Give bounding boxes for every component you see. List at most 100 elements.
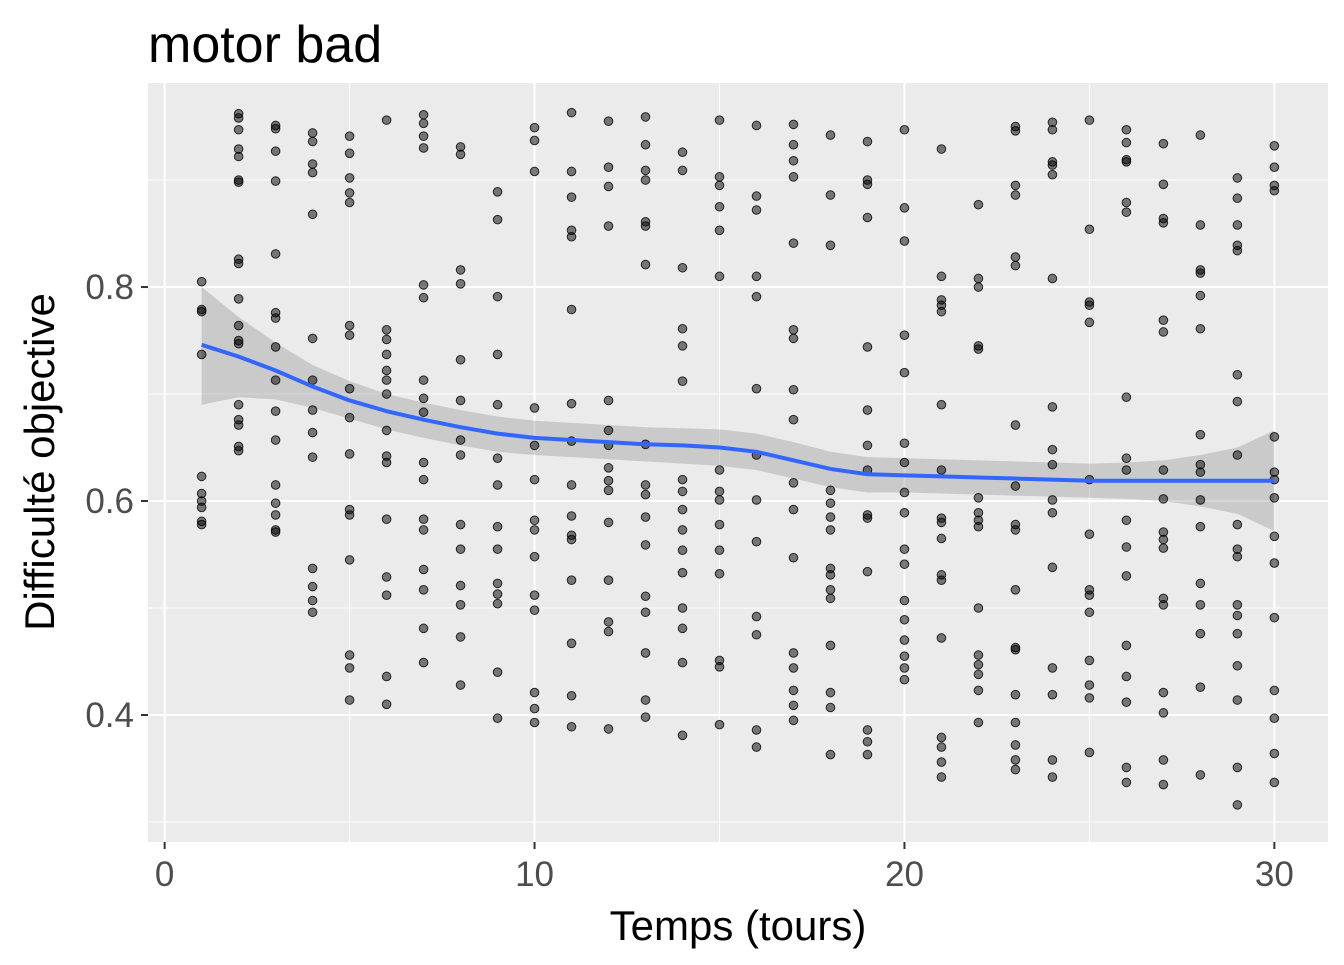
point	[1232, 551, 1243, 562]
point	[862, 405, 873, 415]
point	[973, 669, 984, 680]
point	[788, 238, 799, 248]
point	[529, 122, 540, 133]
point	[307, 427, 318, 438]
point	[381, 389, 392, 399]
point	[936, 144, 947, 154]
point	[1232, 610, 1243, 621]
point	[418, 474, 429, 485]
point	[973, 685, 984, 696]
point	[677, 341, 688, 351]
point	[973, 603, 984, 613]
point	[492, 598, 503, 609]
point	[640, 259, 651, 270]
point	[529, 474, 540, 485]
point	[344, 383, 355, 394]
point	[825, 190, 836, 200]
point	[566, 107, 577, 118]
point	[899, 487, 910, 498]
chart-title: motor bad	[148, 16, 382, 74]
point	[1047, 160, 1058, 170]
point	[973, 717, 984, 728]
point	[603, 395, 614, 406]
point	[344, 555, 355, 565]
point	[270, 249, 281, 259]
point	[196, 519, 207, 530]
point	[936, 517, 947, 528]
point	[973, 650, 984, 660]
point	[1195, 770, 1206, 780]
point	[270, 375, 281, 385]
point	[1269, 612, 1280, 623]
point	[270, 527, 281, 537]
point	[640, 112, 651, 122]
point	[714, 486, 725, 497]
point	[344, 449, 355, 459]
point	[1269, 493, 1280, 503]
point	[1158, 315, 1169, 326]
point	[862, 136, 873, 147]
point	[566, 534, 577, 545]
point	[1232, 369, 1243, 380]
point	[381, 671, 392, 682]
point	[307, 581, 318, 592]
point	[418, 292, 429, 303]
point	[714, 545, 725, 556]
point	[640, 712, 651, 722]
point	[1195, 323, 1206, 334]
point	[751, 191, 762, 201]
point	[566, 721, 577, 732]
point	[1047, 124, 1058, 135]
point	[418, 407, 429, 418]
point	[307, 595, 318, 606]
point	[1269, 531, 1280, 542]
point	[1195, 467, 1206, 477]
point	[1047, 444, 1058, 455]
axes-layer: 0 10 20 30 0.4 0.6 0.8	[85, 268, 1293, 894]
point	[1121, 640, 1132, 651]
point	[1195, 682, 1206, 692]
point	[677, 730, 688, 741]
point	[1232, 800, 1243, 810]
point	[1047, 663, 1058, 673]
point	[603, 617, 614, 627]
point	[1084, 655, 1095, 666]
point	[381, 334, 392, 345]
point	[1010, 585, 1021, 595]
point	[1121, 392, 1132, 403]
point	[751, 611, 762, 622]
point	[714, 568, 725, 579]
point	[566, 511, 577, 521]
point	[381, 349, 392, 360]
point	[418, 375, 429, 385]
point	[899, 651, 910, 661]
point	[270, 342, 281, 352]
point	[344, 320, 355, 331]
point	[936, 742, 947, 752]
point	[1047, 689, 1058, 700]
x-tick-label: 0	[155, 855, 174, 894]
point	[640, 695, 651, 705]
x-tick-label: 20	[885, 855, 924, 894]
point	[455, 279, 466, 289]
point	[640, 489, 651, 500]
point	[603, 724, 614, 734]
point	[307, 209, 318, 220]
point	[1121, 571, 1132, 581]
point	[566, 304, 577, 315]
point	[1158, 779, 1169, 790]
point	[381, 457, 392, 468]
point	[233, 258, 244, 269]
point	[529, 717, 540, 728]
point	[529, 605, 540, 615]
point	[1232, 245, 1243, 256]
point	[1195, 268, 1206, 278]
point	[455, 580, 466, 591]
point	[714, 225, 725, 236]
point	[307, 452, 318, 462]
point	[825, 240, 836, 251]
point	[640, 480, 651, 490]
point	[418, 393, 429, 404]
point	[936, 465, 947, 475]
